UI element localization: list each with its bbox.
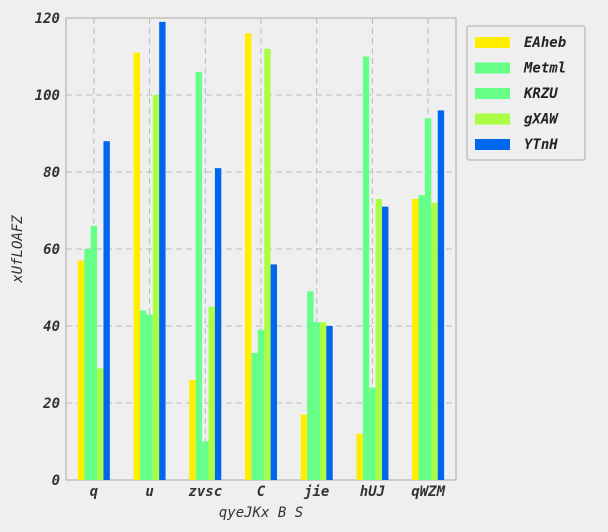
- legend: EAheb Metml KRZU gXAW YTnH: [466, 25, 586, 161]
- bar-gXAW-zvsc: [208, 306, 215, 480]
- x-tick-label: zvsc: [188, 484, 222, 500]
- bar-EAheb-hUJ: [356, 433, 363, 480]
- bar-KRZU-zvsc: [202, 441, 209, 480]
- bar-YTnH-zvsc: [214, 168, 222, 480]
- bar-KRZU-hUJ: [369, 387, 376, 480]
- bar-YTnH-u: [159, 21, 166, 480]
- legend-label-KRZU: KRZU: [523, 86, 558, 102]
- y-tick-label: 80: [43, 165, 60, 181]
- bar-gXAW-hUJ: [375, 198, 383, 480]
- x-axis-label: qyeJKx B S: [219, 505, 303, 521]
- bar-gXAW-u: [152, 95, 160, 480]
- bar-Metml-u: [139, 310, 147, 480]
- y-tick-label: 20: [42, 396, 60, 412]
- legend-label-gXAW: gXAW: [524, 112, 559, 128]
- bar-gXAW-C: [264, 48, 271, 481]
- bar-YTnH-C: [270, 264, 277, 480]
- bar-EAheb-qWZM: [412, 198, 419, 480]
- bar-YTnH-q: [103, 141, 110, 480]
- legend-label-YTnH: YTnH: [524, 137, 558, 153]
- bar-KRZU-qWZM: [424, 118, 432, 480]
- x-tick-label: jie: [303, 484, 329, 500]
- bar-Metml-hUJ: [362, 56, 370, 480]
- x-tick-label: q: [90, 484, 99, 500]
- bar-gXAW-qWZM: [431, 202, 438, 481]
- bars: [77, 21, 445, 481]
- bar-YTnH-qWZM: [437, 110, 445, 481]
- x-tick-label: C: [257, 484, 266, 500]
- bar-KRZU-u: [146, 314, 153, 480]
- legend-box: [466, 25, 586, 161]
- bar-gXAW-jie: [319, 322, 327, 480]
- bar-KRZU-q: [90, 225, 98, 480]
- bar-Metml-zvsc: [195, 71, 203, 481]
- bar-gXAW-q: [97, 368, 104, 480]
- bar-Metml-qWZM: [418, 195, 425, 480]
- bar-EAheb-jie: [300, 414, 308, 480]
- x-tick-label: qWZM: [411, 484, 445, 500]
- bar-EAheb-q: [77, 260, 85, 480]
- y-tick-label: 40: [43, 319, 60, 335]
- legend-swatch-KRZU: [475, 88, 510, 99]
- y-tick-label: 0: [52, 473, 60, 489]
- bar-YTnH-hUJ: [382, 206, 389, 480]
- bar-Metml-jie: [307, 291, 314, 480]
- bar-KRZU-C: [257, 329, 265, 480]
- bar-Metml-C: [251, 352, 258, 480]
- legend-swatch-YTnH: [475, 139, 510, 150]
- y-tick-label: 120: [35, 11, 60, 27]
- y-axis-label: xUfLOAFZ: [10, 215, 26, 284]
- bar-YTnH-jie: [326, 326, 333, 480]
- bar-EAheb-u: [133, 52, 140, 481]
- bar-EAheb-C: [245, 33, 252, 481]
- legend-label-Metml: Metml: [523, 61, 566, 77]
- y-tick-label: 60: [43, 242, 60, 258]
- bar-Metml-q: [84, 249, 91, 480]
- legend-swatch-gXAW: [475, 113, 510, 125]
- legend-swatch-EAheb: [475, 37, 510, 48]
- y-tick-label: 100: [35, 88, 60, 104]
- bar-EAheb-zvsc: [189, 379, 196, 480]
- x-tick-label: hUJ: [360, 484, 385, 500]
- bar-KRZU-jie: [313, 322, 320, 480]
- legend-label-EAheb: EAheb: [524, 35, 566, 51]
- x-tick-label: u: [145, 484, 153, 500]
- legend-swatch-Metml: [475, 62, 510, 74]
